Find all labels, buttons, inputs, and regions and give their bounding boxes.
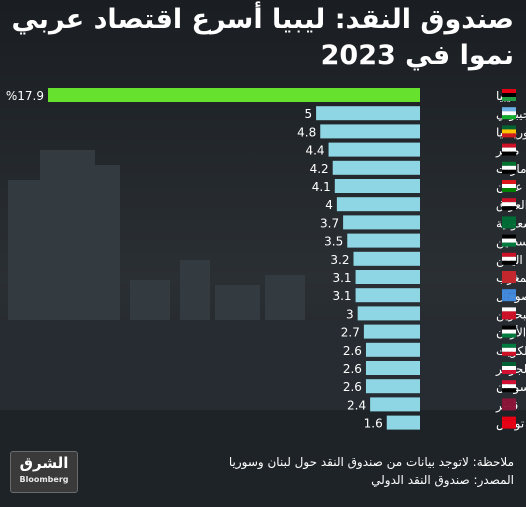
chart-title: صندوق النقد: ليبيا أسرع اقتصاد عربي: [11, 4, 514, 35]
logo-arabic: الشرق: [19, 454, 69, 472]
value-label: 3.2: [330, 253, 349, 267]
note-text: ملاحظة: لاتوجد بيانات من صندوق النقد حول…: [228, 455, 514, 469]
value-label: 5: [304, 107, 312, 121]
value-label: 3: [346, 307, 354, 321]
value-label: 3.1: [332, 271, 351, 285]
country-flag-icon: [502, 307, 516, 320]
bar: [316, 106, 420, 121]
country-flag-icon: [502, 398, 516, 411]
value-label: 4.4: [305, 144, 324, 158]
value-label: 4: [325, 198, 333, 212]
country-flag-icon: [502, 289, 516, 302]
country-flag-icon: [502, 198, 516, 211]
country-flag-icon: [502, 343, 516, 356]
country-flag-icon: [502, 125, 516, 138]
bar: [347, 233, 420, 248]
bar: [336, 197, 420, 212]
value-label: 3.1: [332, 289, 351, 303]
country-flag-icon: [502, 252, 516, 265]
bar: [386, 415, 420, 430]
value-label: 2.6: [343, 362, 362, 376]
bar: [370, 397, 420, 412]
bar: [355, 270, 420, 284]
value-label: 1.6: [364, 417, 383, 431]
country-flag-icon: [502, 161, 516, 174]
value-label: 2.4: [347, 398, 366, 412]
country-flag-icon: [502, 216, 516, 229]
value-label: 4.8: [297, 125, 316, 139]
bar: [363, 324, 420, 339]
bar: [365, 361, 420, 375]
bar: [332, 160, 420, 175]
country-flag-icon: [502, 325, 516, 338]
chart-subtitle: نموا في 2023: [320, 40, 514, 71]
bar: [48, 88, 420, 102]
country-flag-icon: [502, 143, 516, 156]
country-flag-icon: [502, 416, 516, 429]
country-flag-icon: [502, 89, 516, 101]
value-label: 3.7: [320, 216, 339, 230]
logo-english: Bloomberg: [19, 475, 69, 484]
value-label: 3.5: [324, 235, 343, 249]
value-label: 2.7: [341, 326, 360, 340]
value-label: %17.9: [6, 89, 44, 103]
country-flag-icon: [502, 271, 516, 283]
bar: [328, 142, 420, 157]
bar: [343, 215, 420, 230]
bar: [357, 306, 420, 321]
value-label: 2.6: [343, 344, 362, 358]
source-text: المصدر: صندوق النقد الدولي: [371, 473, 514, 487]
bar: [365, 342, 420, 357]
value-label: 4.1: [312, 180, 331, 194]
country-flag-icon: [502, 180, 516, 192]
value-label: 4.2: [310, 162, 329, 176]
bar: [320, 124, 420, 139]
bar: [353, 251, 420, 266]
bar: [334, 179, 420, 193]
country-flag-icon: [502, 107, 516, 120]
country-flag-icon: [502, 362, 516, 374]
value-label: 2.6: [343, 380, 362, 394]
bar: [365, 379, 420, 394]
asharq-bloomberg-logo: الشرق Bloomberg: [10, 451, 78, 493]
country-flag-icon: [502, 234, 516, 247]
country-flag-icon: [502, 380, 516, 393]
bar: [355, 288, 420, 303]
